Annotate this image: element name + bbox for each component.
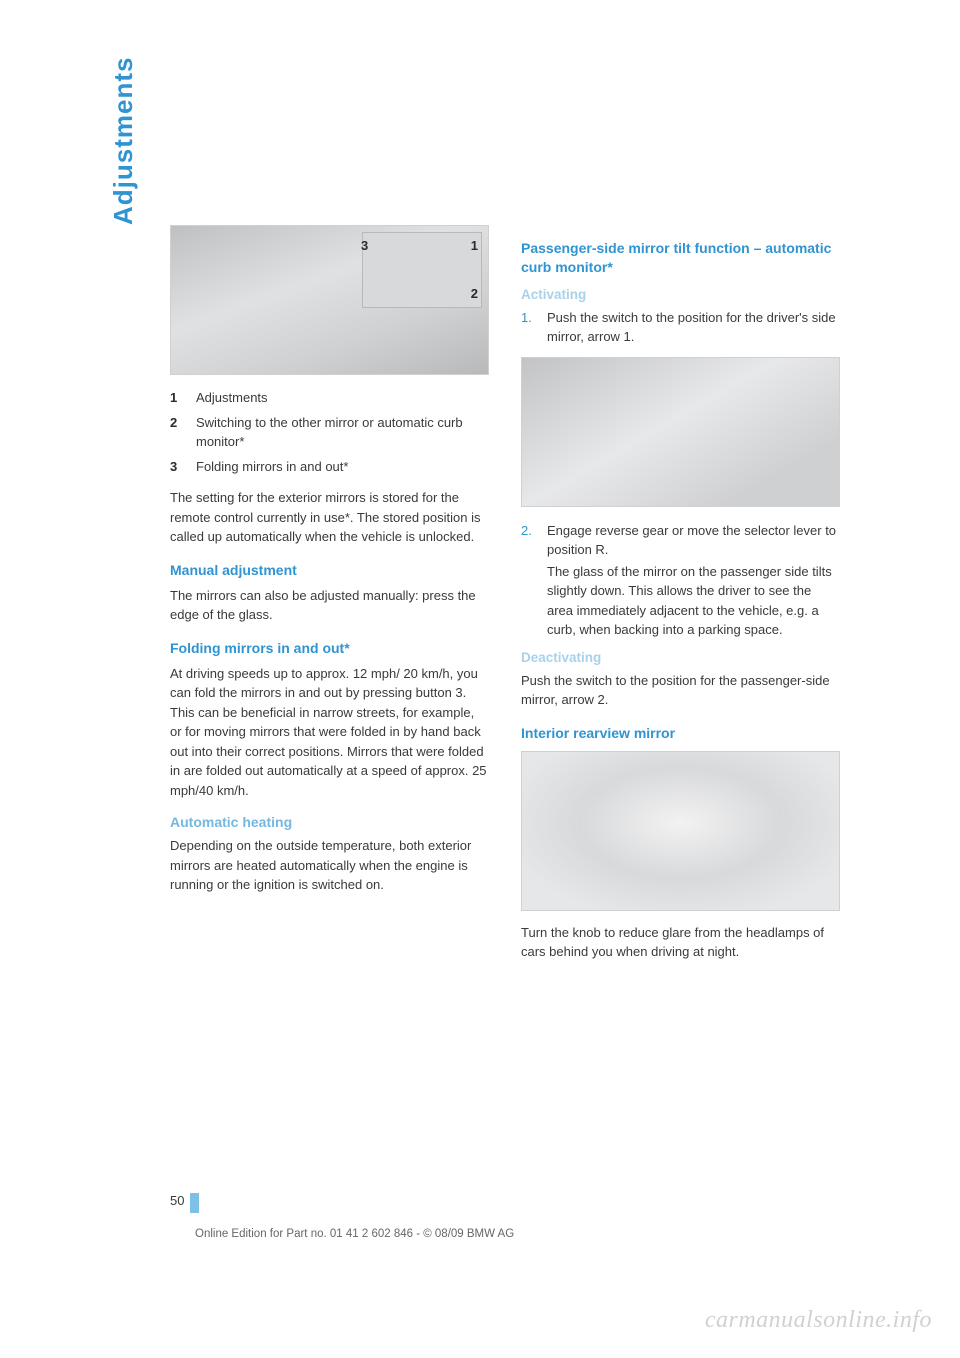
para-autoheat: Depending on the outside temperature, bo… <box>170 836 489 895</box>
step-number: 1. <box>521 308 537 347</box>
para-setting-stored: The setting for the exterior mirrors is … <box>170 488 489 547</box>
step-text-a: Engage reverse gear or move the selector… <box>547 523 836 558</box>
step-number: 2. <box>521 521 537 640</box>
para-interior: Turn the knob to reduce glare from the h… <box>521 923 840 962</box>
legend-item: 3 Folding mirrors in and out* <box>170 458 489 477</box>
activating-steps: 1. Push the switch to the position for t… <box>521 308 840 347</box>
figure-interior-mirror <box>521 751 840 911</box>
legend-text: Switching to the other mirror or automat… <box>196 414 489 452</box>
para-folding: At driving speeds up to approx. 12 mph/ … <box>170 664 489 801</box>
legend-item: 1 Adjustments <box>170 389 489 408</box>
page: Adjustments 1 2 3 1 Adjustments 2 Switch… <box>0 0 960 1358</box>
figure-mirror-controls: 1 2 3 <box>170 225 489 375</box>
heading-deactivating: Deactivating <box>521 650 840 665</box>
figure-switch-arrows <box>521 357 840 507</box>
left-column: 1 2 3 1 Adjustments 2 Switching to the o… <box>170 225 489 976</box>
heading-manual-adjustment: Manual adjustment <box>170 561 489 580</box>
step-item: 2. Engage reverse gear or move the selec… <box>521 521 840 640</box>
legend-list: 1 Adjustments 2 Switching to the other m… <box>170 389 489 476</box>
heading-tilt-function: Passenger-side mirror tilt function – au… <box>521 239 840 277</box>
legend-text: Adjustments <box>196 389 489 408</box>
legend-item: 2 Switching to the other mirror or autom… <box>170 414 489 452</box>
sidebar-section-label: Adjustments <box>108 57 139 225</box>
activating-step-2: 2. Engage reverse gear or move the selec… <box>521 521 840 640</box>
step-text-b: The glass of the mirror on the passenger… <box>547 562 840 640</box>
heading-automatic-heating: Automatic heating <box>170 814 489 830</box>
heading-interior-mirror: Interior rearview mirror <box>521 724 840 743</box>
right-column: Passenger-side mirror tilt function – au… <box>521 225 840 976</box>
step-item: 1. Push the switch to the position for t… <box>521 308 840 347</box>
legend-text: Folding mirrors in and out* <box>196 458 489 477</box>
callout-3: 3 <box>361 238 368 253</box>
watermark: carmanualsonline.info <box>705 1307 932 1334</box>
legend-num: 2 <box>170 414 182 452</box>
callout-1: 1 <box>471 238 478 253</box>
para-deactivating: Push the switch to the position for the … <box>521 671 840 710</box>
content-columns: 1 2 3 1 Adjustments 2 Switching to the o… <box>170 225 840 976</box>
callout-2: 2 <box>471 286 478 301</box>
step-body: Engage reverse gear or move the selector… <box>547 521 840 640</box>
step-text: Push the switch to the position for the … <box>547 308 840 347</box>
heading-folding-mirrors: Folding mirrors in and out* <box>170 639 489 658</box>
figure-inset <box>362 232 482 308</box>
footer-text: Online Edition for Part no. 01 41 2 602 … <box>195 1228 514 1240</box>
page-number-marker <box>190 1193 199 1213</box>
para-manual: The mirrors can also be adjusted manuall… <box>170 586 489 625</box>
page-number: 50 <box>170 1193 184 1208</box>
legend-num: 3 <box>170 458 182 477</box>
heading-activating: Activating <box>521 287 840 302</box>
legend-num: 1 <box>170 389 182 408</box>
